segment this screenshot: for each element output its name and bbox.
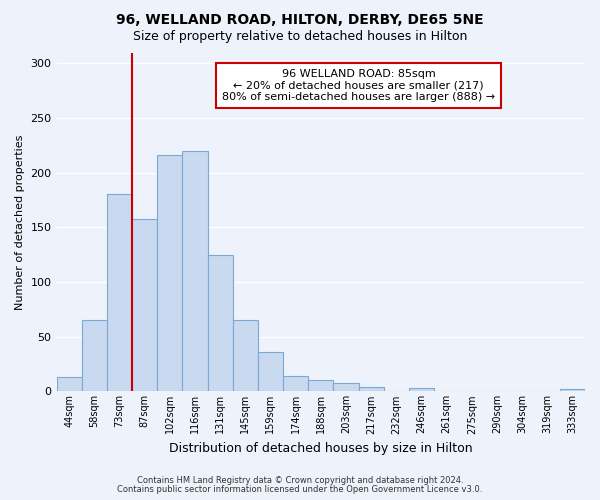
Bar [359, 387, 383, 392]
Text: Size of property relative to detached houses in Hilton: Size of property relative to detached ho… [133, 30, 467, 43]
Bar [82, 320, 107, 392]
Y-axis label: Number of detached properties: Number of detached properties [15, 134, 25, 310]
Bar [258, 352, 283, 392]
Bar [308, 380, 334, 392]
Bar [283, 376, 308, 392]
Text: Contains HM Land Registry data © Crown copyright and database right 2024.: Contains HM Land Registry data © Crown c… [137, 476, 463, 485]
X-axis label: Distribution of detached houses by size in Hilton: Distribution of detached houses by size … [169, 442, 473, 455]
Text: 96, WELLAND ROAD, HILTON, DERBY, DE65 5NE: 96, WELLAND ROAD, HILTON, DERBY, DE65 5N… [116, 12, 484, 26]
Text: 96 WELLAND ROAD: 85sqm
← 20% of detached houses are smaller (217)
80% of semi-de: 96 WELLAND ROAD: 85sqm ← 20% of detached… [222, 69, 495, 102]
Bar [334, 382, 359, 392]
Bar [560, 389, 585, 392]
Bar [233, 320, 258, 392]
Bar [157, 156, 182, 392]
Text: Contains public sector information licensed under the Open Government Licence v3: Contains public sector information licen… [118, 485, 482, 494]
Bar [208, 254, 233, 392]
Bar [132, 218, 157, 392]
Bar [409, 388, 434, 392]
Bar [56, 377, 82, 392]
Bar [182, 151, 208, 392]
Bar [107, 194, 132, 392]
